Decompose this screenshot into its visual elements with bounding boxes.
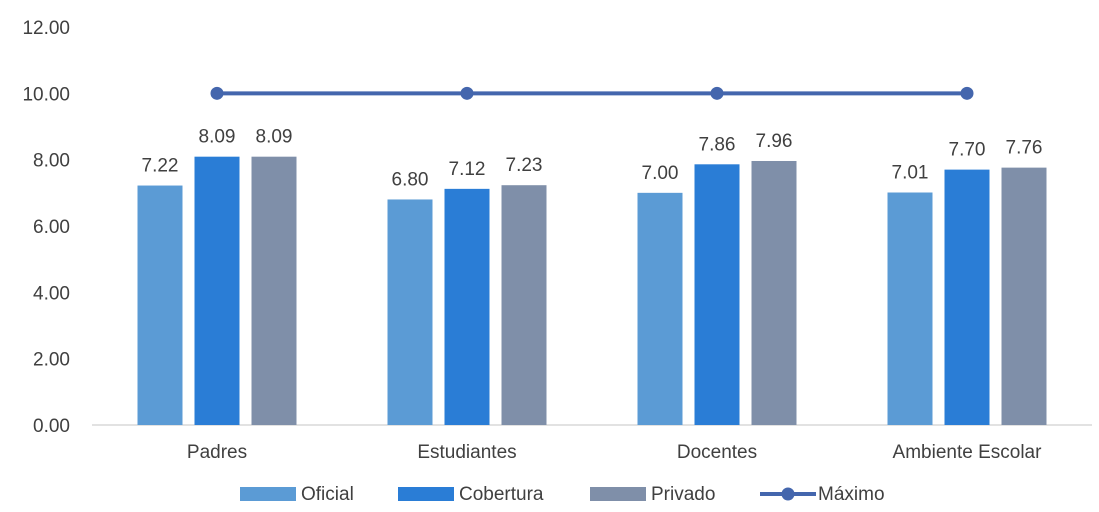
legend: Oficial Cobertura Privado Máximo	[240, 484, 885, 505]
legend-swatch	[590, 487, 646, 501]
legend-item-oficial: Oficial	[240, 484, 354, 505]
x-tick-label: Estudiantes	[417, 442, 516, 463]
marker-maximo	[960, 86, 974, 100]
y-tick-label: 10.00	[22, 84, 70, 105]
legend-swatch	[240, 487, 296, 501]
marker-maximo	[710, 86, 724, 100]
bar-oficial-estudiantes	[387, 199, 433, 425]
legend-swatch	[398, 487, 454, 501]
bar-cobertura-estudiantes	[444, 188, 490, 425]
data-label: 7.23	[506, 155, 543, 176]
bar-privado-ambiente-escolar	[1001, 167, 1047, 426]
bar-cobertura-ambiente-escolar	[944, 169, 990, 425]
bar-privado-padres	[251, 156, 297, 425]
data-label: 7.70	[949, 140, 986, 161]
bar-oficial-ambiente-escolar	[887, 192, 933, 425]
y-tick-label: 4.00	[33, 283, 70, 304]
x-axis-categories: Padres Estudiantes Docentes Ambiente Escola…	[187, 442, 1042, 463]
data-label: 7.12	[449, 159, 486, 180]
marker-maximo	[460, 86, 474, 100]
bar-cobertura-docentes	[694, 164, 740, 425]
maximo-series	[210, 86, 974, 100]
legend-label: Cobertura	[459, 484, 544, 505]
data-label: 7.22	[142, 156, 179, 177]
x-tick-label: Padres	[187, 442, 247, 463]
y-tick-label: 8.00	[33, 151, 70, 172]
y-tick-label: 12.00	[22, 18, 70, 39]
y-tick-label: 2.00	[33, 350, 70, 371]
marker-maximo	[210, 86, 224, 100]
x-tick-label: Ambiente Escolar	[893, 442, 1043, 463]
data-label: 7.86	[699, 134, 736, 155]
bar-privado-estudiantes	[501, 185, 547, 425]
legend-item-cobertura: Cobertura	[398, 484, 544, 505]
data-label: 7.01	[892, 163, 929, 184]
y-tick-label: 0.00	[33, 416, 70, 437]
data-label: 8.09	[256, 127, 293, 148]
bar-oficial-padres	[137, 185, 183, 425]
bar-oficial-docentes	[637, 192, 683, 425]
legend-item-maximo: Máximo	[760, 484, 885, 505]
y-tick-label: 6.00	[33, 217, 70, 238]
data-label: 6.80	[392, 169, 429, 190]
legend-item-privado: Privado	[590, 484, 715, 505]
legend-label: Máximo	[818, 484, 885, 505]
data-label: 7.00	[642, 163, 679, 184]
x-tick-label: Docentes	[677, 442, 757, 463]
legend-swatch-marker	[781, 487, 795, 501]
legend-label: Privado	[651, 484, 715, 505]
data-label: 7.96	[756, 131, 793, 152]
bar-privado-docentes	[751, 160, 797, 425]
bar-cobertura-padres	[194, 156, 240, 425]
data-labels: 7.22 6.80 7.00 7.01 8.09 7.12 7.86 7.70 8.09 7.23…	[142, 127, 1043, 191]
bars	[137, 156, 1047, 426]
y-axis: 0.00 2.00 4.00 6.00 8.00 10.00 12.00	[22, 18, 70, 437]
legend-label: Oficial	[301, 484, 354, 505]
data-label: 7.76	[1006, 138, 1043, 159]
data-label: 8.09	[199, 127, 236, 148]
